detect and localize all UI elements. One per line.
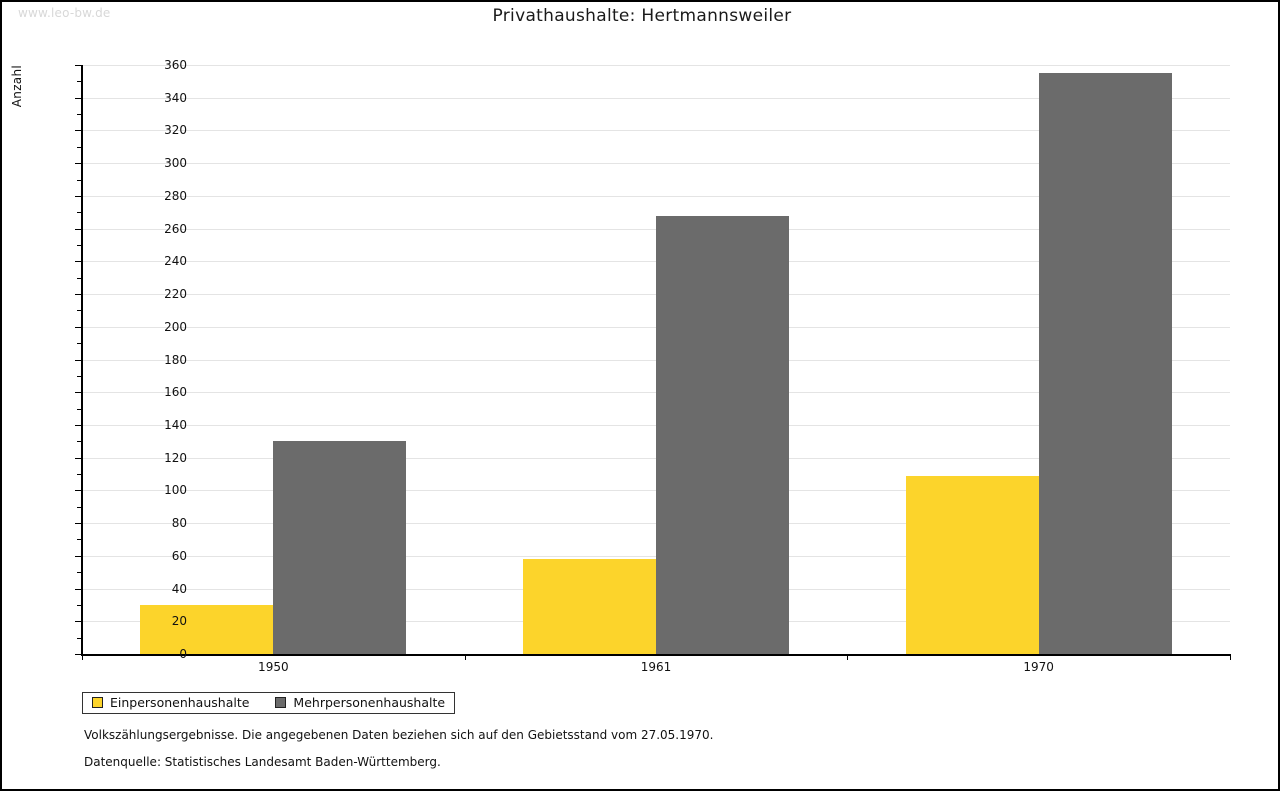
- y-tick-label: 240: [164, 254, 187, 269]
- y-tick-major: [75, 65, 82, 66]
- legend-swatch-gray: [275, 697, 287, 708]
- footnote-census-note: Volkszählungsergebnisse. Die angegebenen…: [84, 728, 714, 742]
- y-tick-minor: [77, 146, 82, 148]
- y-tick-major: [75, 261, 82, 263]
- gridline: [82, 163, 1230, 165]
- y-tick-major: [75, 555, 82, 557]
- y-tick-major: [75, 588, 82, 590]
- legend-label-mehrpersonenhaushalte: Mehrpersonenhaushalte: [293, 695, 446, 710]
- y-tick-minor: [77, 277, 82, 279]
- y-tick-label: 60: [171, 548, 187, 563]
- legend-swatch-yellow: [92, 697, 103, 708]
- y-tick-label: 260: [164, 221, 187, 236]
- gridline: [82, 130, 1230, 132]
- y-tick-major: [75, 424, 82, 426]
- gridline: [82, 97, 1230, 99]
- y-tick-major: [75, 359, 82, 361]
- x-tick: [847, 654, 849, 660]
- y-tick-major: [75, 130, 82, 132]
- watermark-leo-bw: www.leo-bw.de: [18, 6, 111, 20]
- x-axis-line: [81, 654, 1231, 656]
- y-tick-major: [75, 392, 82, 394]
- y-tick-label: 120: [164, 450, 187, 465]
- y-tick-minor: [77, 408, 82, 410]
- y-tick-minor: [77, 375, 82, 377]
- y-tick-label: 80: [171, 516, 187, 531]
- x-tick-label: 1970: [1023, 660, 1054, 674]
- x-tick-label: 1950: [258, 660, 289, 674]
- bar-1961-einpersonenhaushalte[interactable]: [523, 559, 656, 654]
- y-tick-label: 180: [164, 352, 187, 367]
- bar-1950-mehrpersonenhaushalte[interactable]: [273, 441, 407, 654]
- bar-1970-einpersonenhaushalte[interactable]: [905, 475, 1039, 654]
- y-tick-major: [75, 326, 82, 328]
- y-tick-label: 220: [164, 287, 187, 302]
- y-tick-label: 140: [164, 417, 187, 432]
- y-tick-major: [75, 163, 82, 165]
- y-tick-minor: [77, 637, 82, 639]
- y-tick-minor: [77, 441, 82, 443]
- y-tick-label: 40: [171, 581, 187, 596]
- legend-item-mehrpersonenhaushalte[interactable]: Mehrpersonenhaushalte: [275, 695, 445, 710]
- y-tick-major: [75, 654, 82, 655]
- x-tick: [1230, 654, 1231, 660]
- y-tick-minor: [77, 604, 82, 606]
- page-title: Privathaushalte: Hertmannsweiler: [492, 6, 792, 26]
- y-tick-label: 340: [164, 90, 187, 105]
- y-axis-title: Anzahl: [10, 65, 24, 108]
- y-tick-minor: [77, 506, 82, 508]
- chart-legend: Einpersonenhaushalte Mehrpersonenhaushal…: [82, 692, 456, 714]
- y-tick-label: 360: [164, 58, 187, 72]
- y-tick-major: [75, 228, 82, 230]
- y-tick-minor: [77, 114, 82, 116]
- y-tick-minor: [77, 81, 82, 83]
- bar-1950-einpersonenhaushalte[interactable]: [140, 604, 274, 654]
- gridline: [82, 65, 1230, 66]
- y-tick-minor: [77, 572, 82, 574]
- y-tick-label: 200: [164, 319, 187, 334]
- y-tick-major: [75, 294, 82, 296]
- y-tick-label: 320: [164, 123, 187, 138]
- bar-1961-mehrpersonenhaushalte[interactable]: [656, 215, 789, 654]
- x-tick-label: 1961: [640, 660, 672, 674]
- y-tick-label: 160: [164, 385, 187, 400]
- y-tick-minor: [77, 244, 82, 246]
- gridline: [82, 195, 1230, 197]
- y-tick-minor: [77, 212, 82, 214]
- y-tick-label: 0: [179, 647, 187, 661]
- y-tick-label: 300: [164, 156, 187, 171]
- y-tick-minor: [77, 179, 82, 181]
- footnote-data-source: Datenquelle: Statistisches Landesamt Bad…: [84, 755, 441, 769]
- y-axis-line: [81, 65, 83, 654]
- plot-area: 1950 1961 1970: [75, 65, 1231, 674]
- y-tick-minor: [77, 474, 82, 476]
- y-tick-major: [75, 490, 82, 492]
- y-tick-minor: [77, 343, 82, 345]
- legend-label-einpersonenhaushalte: Einpersonenhaushalte: [110, 695, 250, 710]
- y-tick-major: [75, 621, 82, 623]
- legend-item-einpersonenhaushalte[interactable]: Einpersonenhaushalte: [92, 695, 249, 710]
- y-tick-major: [75, 523, 82, 525]
- bar-1970-mehrpersonenhaushalte[interactable]: [1038, 73, 1172, 654]
- y-tick-minor: [77, 539, 82, 541]
- y-tick-label: 100: [164, 483, 187, 498]
- y-tick-major: [75, 195, 82, 197]
- y-tick-minor: [77, 310, 82, 312]
- y-tick-label: 280: [164, 188, 187, 203]
- y-tick-major: [75, 457, 82, 459]
- y-tick-label: 20: [171, 614, 187, 629]
- x-tick: [82, 654, 83, 660]
- y-tick-major: [75, 97, 82, 99]
- x-tick: [464, 654, 466, 660]
